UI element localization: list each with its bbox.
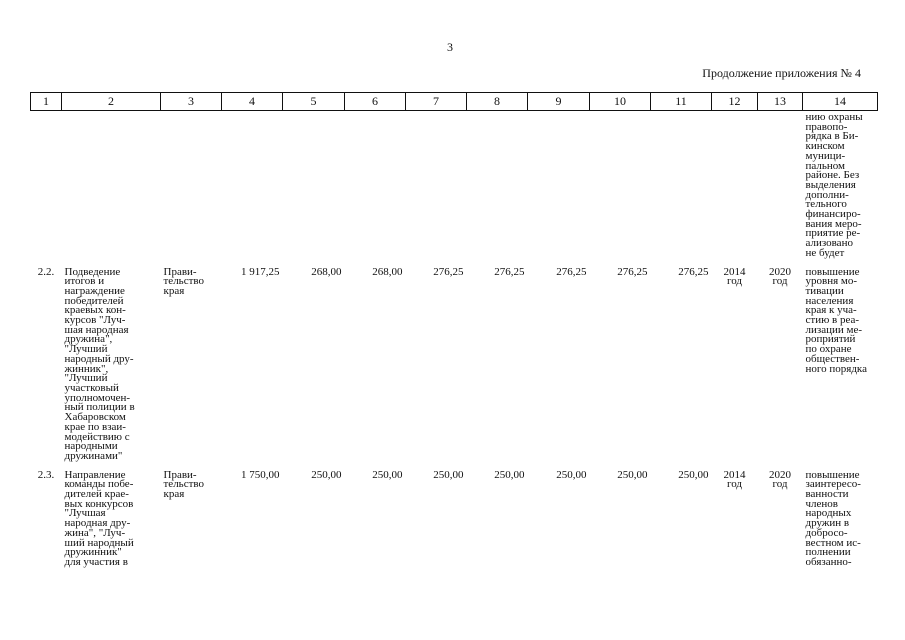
- table-row: нию охраны правопо- рядка в Би- кинском …: [31, 111, 878, 259]
- amount-cell: 268,00: [372, 265, 403, 278]
- amount-cell: 276,25: [617, 265, 648, 278]
- table-row: 2.2. Подведение итогов и награжде­ние по…: [31, 259, 878, 462]
- header-col-7: 7: [405, 92, 467, 111]
- activity-name-cell: Направление команды побе- дителей крае- …: [64, 468, 134, 568]
- row-index: 2.3.: [37, 468, 55, 481]
- result-cell: нию охраны правопо- рядка в Би- кинском …: [805, 111, 863, 259]
- header-col-14: 14: [802, 92, 878, 111]
- amount-cell: 276,25: [433, 265, 464, 278]
- header-col-8: 8: [466, 92, 528, 111]
- total-cell: 1 917,25: [241, 265, 280, 278]
- amount-cell: 250,00: [556, 468, 587, 481]
- activity-name-cell: Подведение итогов и награжде­ние победит…: [64, 265, 135, 462]
- total-cell: 1 750,00: [241, 468, 280, 481]
- result-cell: повышение уровня мо- тивации населения к…: [805, 265, 867, 375]
- amount-cell: 250,00: [617, 468, 648, 481]
- header-col-2: 2: [61, 92, 161, 111]
- end-year-cell: 2020 год: [769, 265, 791, 288]
- end-year-cell: 2020 год: [769, 468, 791, 491]
- amount-cell: 276,25: [556, 265, 587, 278]
- executor-cell: Прави- тельство края: [163, 265, 205, 297]
- header-col-4: 4: [221, 92, 283, 111]
- header-row: 1 2 3 4 5 6 7 8 9 10 11 12 13 14: [30, 92, 878, 111]
- page-number: 3: [447, 40, 453, 54]
- header-col-3: 3: [160, 92, 222, 111]
- start-year-cell: 2014 год: [723, 468, 746, 491]
- row-index: 2.2.: [37, 265, 55, 278]
- amount-cell: 250,00: [678, 468, 709, 481]
- table-row: 2.3. Направление команды побе- дителей к…: [31, 462, 878, 568]
- executor-cell: Прави- тельство края: [163, 468, 205, 501]
- amount-cell: 250,00: [311, 468, 342, 481]
- header-col-6: 6: [344, 92, 406, 111]
- amount-cell: 268,00: [311, 265, 342, 278]
- header-col-13: 13: [757, 92, 803, 111]
- header-col-11: 11: [650, 92, 712, 111]
- amount-cell: 250,00: [372, 468, 403, 481]
- amount-cell: 276,25: [678, 265, 709, 278]
- header-col-12: 12: [711, 92, 758, 111]
- header-col-9: 9: [527, 92, 590, 111]
- amount-cell: 276,25: [494, 265, 525, 278]
- header-col-1: 1: [30, 92, 62, 111]
- appendix-table: 1 2 3 4 5 6 7 8 9 10 11 12 13 14 нию охр…: [30, 92, 878, 568]
- amount-cell: 250,00: [433, 468, 464, 481]
- result-cell: повышение заинтересо- ванности членов на…: [805, 468, 861, 568]
- continuation-label: Продолжение приложения № 4: [702, 66, 861, 80]
- header-col-5: 5: [282, 92, 345, 111]
- start-year-cell: 2014 год: [723, 265, 746, 288]
- header-col-10: 10: [589, 92, 651, 111]
- amount-cell: 250,00: [494, 468, 525, 481]
